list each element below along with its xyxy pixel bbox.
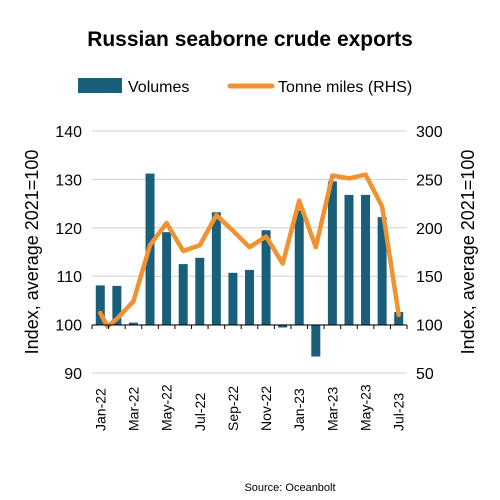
volume-bar <box>311 325 321 357</box>
volume-bar <box>128 322 138 325</box>
volume-bar <box>211 212 221 325</box>
y-tick-label-right: 200 <box>416 221 443 238</box>
x-tick-label: Mar-22 <box>125 386 141 431</box>
y-axis-label: Index, average 2021=100 <box>22 150 42 355</box>
volume-bar <box>294 210 304 325</box>
y-tick-label-left: 140 <box>55 124 82 141</box>
y-tick-label-left: 110 <box>56 269 82 286</box>
volume-bar <box>95 285 105 325</box>
volume-bar <box>327 181 337 325</box>
source-note: Source: Oceanbolt <box>244 482 335 494</box>
x-tick-label: May-23 <box>358 384 374 431</box>
x-tick-label: Sep-22 <box>225 386 241 431</box>
volume-bar <box>228 272 238 325</box>
volume-bar <box>361 194 371 325</box>
volume-bar <box>178 264 188 325</box>
y-tick-label-right: 250 <box>416 172 443 189</box>
y-tick-label-right: 300 <box>416 124 443 141</box>
y-axis-label-right: Index, average 2021=100 <box>458 150 478 355</box>
y-tick-label-left: 130 <box>55 172 82 189</box>
y-tick-label-left: 90 <box>64 366 82 383</box>
tonne-miles-line <box>98 172 401 329</box>
y-tick-label-right: 100 <box>416 318 443 335</box>
volume-bar <box>394 312 404 325</box>
x-tick-label: Jul-23 <box>391 393 407 431</box>
y-tick-label-right: 150 <box>416 269 443 286</box>
x-tick-label: Jul-22 <box>192 393 208 431</box>
x-tick-label: Nov-22 <box>258 386 274 431</box>
legend-label-volumes: Volumes <box>128 79 189 96</box>
y-tick-label-right: 50 <box>416 366 434 383</box>
axes: 90 100 110 120 130 140 50 100 150 200 250 300 Jan-22… <box>55 124 443 431</box>
chart-title: Russian seaborne crude exports <box>87 28 413 51</box>
legend-label-tonne-miles: Tonne miles (RHS) <box>278 79 412 96</box>
volume-bar <box>278 325 288 328</box>
x-tick-label: Jan-22 <box>92 388 108 431</box>
volume-bar <box>162 232 172 325</box>
volume-bar <box>195 257 205 325</box>
gridlines <box>92 130 407 374</box>
legend-swatch-volumes <box>78 78 122 93</box>
volume-bars <box>95 173 404 357</box>
y-tick-label-left: 120 <box>55 221 82 238</box>
volume-bar <box>245 269 254 325</box>
volume-bar <box>112 285 122 325</box>
volume-bar <box>261 230 271 325</box>
y-tick-label-left: 100 <box>55 318 82 335</box>
x-tick-label: Mar-23 <box>324 386 340 431</box>
x-tick-label: Jan-23 <box>291 388 307 431</box>
x-tick-label: May-22 <box>159 384 175 431</box>
tonne-miles-line-layer <box>98 172 401 329</box>
volume-bar <box>344 194 354 325</box>
volume-bar <box>377 217 387 325</box>
